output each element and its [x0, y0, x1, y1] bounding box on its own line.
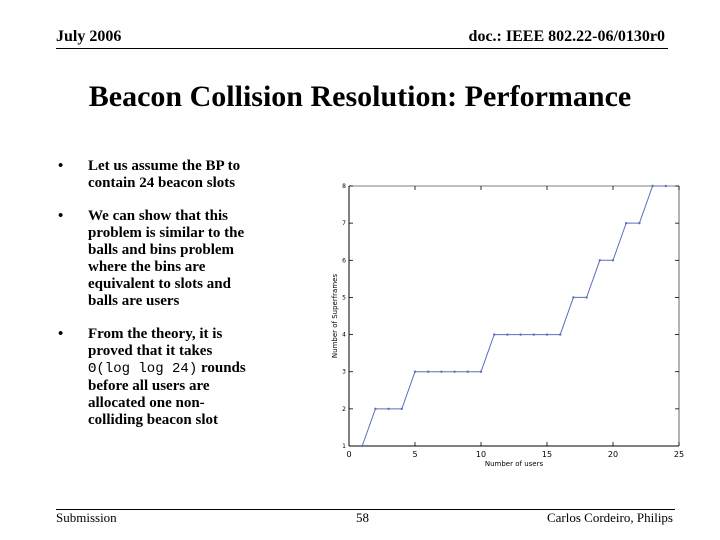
- x-axis-label: Number of users: [485, 460, 544, 468]
- bullet-line: problem is similar to the: [88, 225, 245, 241]
- footer-author: Carlos Cordeiro, Philips: [546, 510, 673, 525]
- data-point: [413, 370, 417, 373]
- bullet-marker: •: [58, 208, 64, 224]
- data-point: [493, 333, 496, 336]
- bullet-item: • Let us assume the BP to contain 24 bea…: [58, 158, 298, 192]
- footer-submission: Submission: [56, 510, 117, 525]
- header-doc-id: doc.: IEEE 802.22-06/0130r0: [468, 28, 665, 45]
- data-point: [545, 333, 549, 336]
- x-tick-label: 25: [674, 450, 684, 459]
- data-point: [611, 259, 615, 262]
- data-point: [400, 407, 403, 411]
- y-tick-label: 7: [342, 220, 346, 227]
- superframes-chart: 0 5 10 15 20 25 1 2 3 4 5 6 7 8 Number of users Number …: [331, 183, 684, 468]
- bullet-line: allocated one non-: [88, 395, 205, 411]
- data-point: [585, 296, 588, 299]
- data-point: [598, 259, 601, 262]
- y-tick-label: 2: [342, 406, 346, 413]
- bullet-line: colliding beacon slot: [88, 412, 219, 428]
- bullet-line: balls are users: [88, 293, 180, 309]
- x-tick-label: 10: [476, 450, 486, 459]
- data-point: [625, 221, 628, 225]
- formula: Θ(log log 24): [88, 361, 198, 377]
- bullet-line: contain 24 beacon slots: [88, 175, 236, 191]
- data-point: [532, 333, 535, 336]
- data-point: [506, 333, 509, 336]
- x-tick-label: 5: [412, 450, 417, 459]
- bullet-marker: •: [58, 326, 64, 342]
- y-tick-label: 8: [342, 183, 346, 190]
- y-tick-label: 4: [342, 332, 346, 339]
- data-point: [638, 221, 641, 225]
- data-point: [440, 370, 443, 373]
- header-rule: [56, 48, 668, 49]
- slide-title: Beacon Collision Resolution: Performance: [88, 80, 632, 113]
- bullet-list: • Let us assume the BP to contain 24 bea…: [58, 158, 298, 445]
- data-point: [559, 333, 562, 336]
- bullet-line: Θ(log log 24) rounds: [88, 360, 298, 378]
- bullet-line: where the bins are: [88, 259, 206, 275]
- data-point: [374, 407, 377, 411]
- bullet-line: before all users are: [88, 378, 210, 394]
- y-tick-label: 1: [342, 443, 346, 450]
- y-tick-label: 5: [342, 294, 346, 301]
- bullet-item: • We can show that this problem is simil…: [58, 208, 298, 310]
- y-tick-label: 3: [342, 369, 346, 376]
- y-tick-label: 6: [342, 257, 346, 264]
- data-point: [453, 370, 456, 373]
- x-tick-label: 20: [608, 450, 618, 459]
- data-point: [519, 333, 522, 336]
- bullet-line: balls and bins problem: [88, 242, 235, 258]
- bullet-line: Let us assume the BP to: [88, 158, 241, 174]
- bullet-line: equivalent to slots and: [88, 276, 231, 292]
- data-point: [466, 370, 469, 373]
- footer-page-number: 58: [356, 510, 369, 525]
- data-point: [651, 184, 654, 188]
- bullet-line: From the theory, it is: [88, 326, 223, 342]
- data-point: [387, 407, 390, 411]
- bullet-line: We can show that this: [88, 208, 229, 224]
- footer-rule: [56, 509, 675, 510]
- data-point: [479, 370, 483, 373]
- bullet-line: proved that it takes: [88, 343, 213, 359]
- formula-tail: rounds: [197, 360, 246, 376]
- bullet-marker: •: [58, 158, 64, 174]
- bullet-item: • From the theory, it is proved that it …: [58, 326, 298, 429]
- data-point: [572, 296, 575, 299]
- data-point: [427, 370, 430, 373]
- y-axis-label: Number of Superframes: [331, 274, 339, 359]
- x-tick-label: 0: [346, 450, 351, 459]
- data-point: [361, 444, 364, 448]
- data-point: [664, 184, 667, 188]
- superframes-line: [361, 185, 666, 447]
- header-date: July 2006: [56, 28, 122, 45]
- x-tick-label: 15: [542, 450, 552, 459]
